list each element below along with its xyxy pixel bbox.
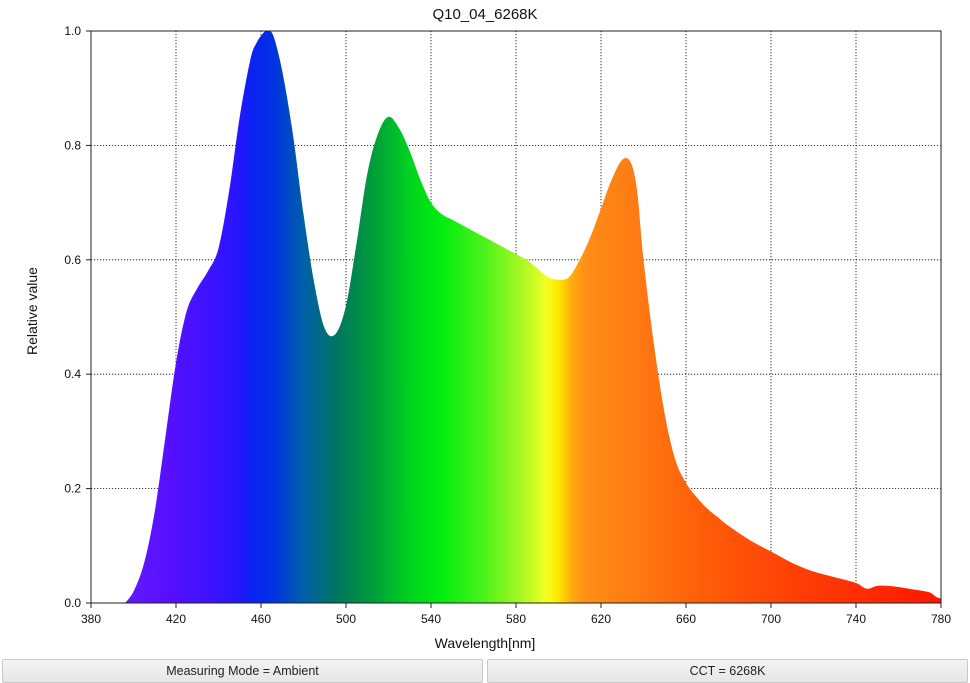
measuring-mode-status: Measuring Mode = Ambient xyxy=(2,659,483,683)
y-axis: 0.0 0.2 0.4 0.6 0.8 1.0 xyxy=(64,24,91,610)
x-tick-label: 420 xyxy=(166,612,186,626)
y-tick-label: 0.8 xyxy=(64,138,81,152)
y-tick-label: 0.0 xyxy=(64,596,81,610)
x-tick-label: 580 xyxy=(506,612,526,626)
y-tick-label: 1.0 xyxy=(64,24,81,38)
status-bar: Measuring Mode = Ambient CCT = 6268K xyxy=(0,657,970,683)
x-tick-label: 460 xyxy=(251,612,271,626)
x-tick-label: 780 xyxy=(931,612,951,626)
x-axis-label: Wavelength[nm] xyxy=(435,635,536,651)
cct-status: CCT = 6268K xyxy=(487,659,968,683)
y-tick-label: 0.6 xyxy=(64,253,81,267)
x-tick-label: 700 xyxy=(761,612,781,626)
x-tick-label: 660 xyxy=(676,612,696,626)
x-tick-label: 540 xyxy=(421,612,441,626)
spectrum-chart: 380 420 460 500 540 580 620 660 700 740 780 0.0 0.2… xyxy=(24,24,951,651)
spectrum-area xyxy=(125,31,941,603)
y-axis-label: Relative value xyxy=(24,267,40,355)
x-tick-label: 500 xyxy=(336,612,356,626)
x-tick-label: 740 xyxy=(846,612,866,626)
x-axis: 380 420 460 500 540 580 620 660 700 740 780 xyxy=(81,603,951,626)
x-tick-label: 380 xyxy=(81,612,101,626)
x-tick-label: 620 xyxy=(591,612,611,626)
chart-title: Q10_04_6268K xyxy=(432,6,538,23)
y-tick-label: 0.2 xyxy=(64,482,81,496)
y-tick-label: 0.4 xyxy=(64,367,81,381)
